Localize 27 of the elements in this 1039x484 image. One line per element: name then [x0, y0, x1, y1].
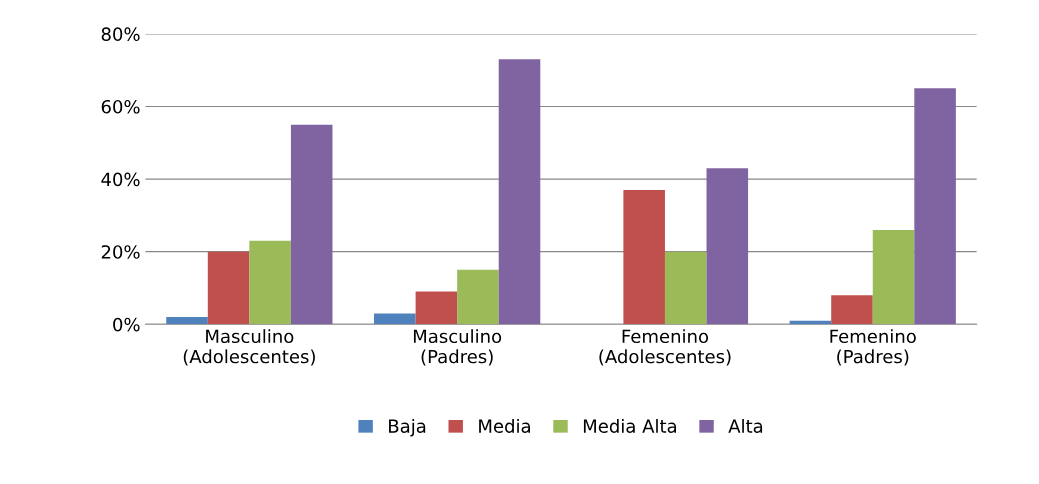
bar [415, 291, 458, 325]
legend-label: Media [479, 418, 530, 433]
x-tick-label: Masculino (Adolescentes) [183, 329, 315, 366]
legend-label: Baja [389, 418, 426, 437]
bar [498, 59, 541, 325]
bar [914, 88, 956, 325]
y-tick-label: 60% [101, 99, 140, 114]
bar [457, 269, 499, 325]
x-tick-label: Masculino (Padres) [413, 329, 502, 366]
y-tick-label: 40% [101, 172, 140, 187]
bar [831, 295, 873, 325]
bar [872, 229, 915, 325]
bar [207, 251, 250, 325]
bar [374, 313, 416, 325]
x-tick-label: Femenino (Padres) [830, 329, 916, 366]
bar [290, 124, 333, 325]
y-tick-label: 20% [101, 245, 140, 259]
x-tick-label: Femenino (Adolescentes) [599, 329, 731, 366]
bar [664, 251, 707, 325]
bar [166, 317, 208, 325]
legend-label: Media Alta [583, 418, 677, 433]
bar [706, 168, 749, 325]
y-tick-label: 80% [101, 27, 140, 41]
y-tick-label: 0% [113, 317, 140, 332]
bar [623, 189, 665, 325]
legend-label: Alta [728, 418, 763, 433]
bar [249, 240, 291, 325]
